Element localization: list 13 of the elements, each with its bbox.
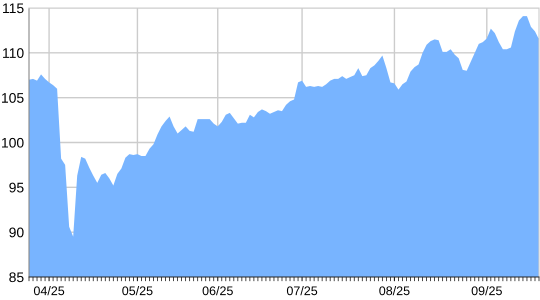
x-tick-label: 07/25	[286, 286, 318, 296]
y-tick-label: 85	[9, 272, 24, 282]
y-tick-label: 115	[3, 3, 24, 14]
x-tick-label: 08/25	[379, 286, 410, 296]
y-tick-label: 105	[2, 93, 24, 103]
x-tick-label: 04/25	[34, 286, 64, 296]
y-tick-label: 100	[2, 138, 24, 148]
y-tick-label: 95	[9, 182, 24, 193]
x-tick-label: 06/25	[202, 286, 233, 296]
y-tick-label: 90	[9, 228, 24, 238]
y-tick-label: 110	[3, 48, 24, 58]
x-tick-label: 09/25	[472, 286, 502, 296]
x-tick-label: 05/25	[122, 286, 153, 296]
